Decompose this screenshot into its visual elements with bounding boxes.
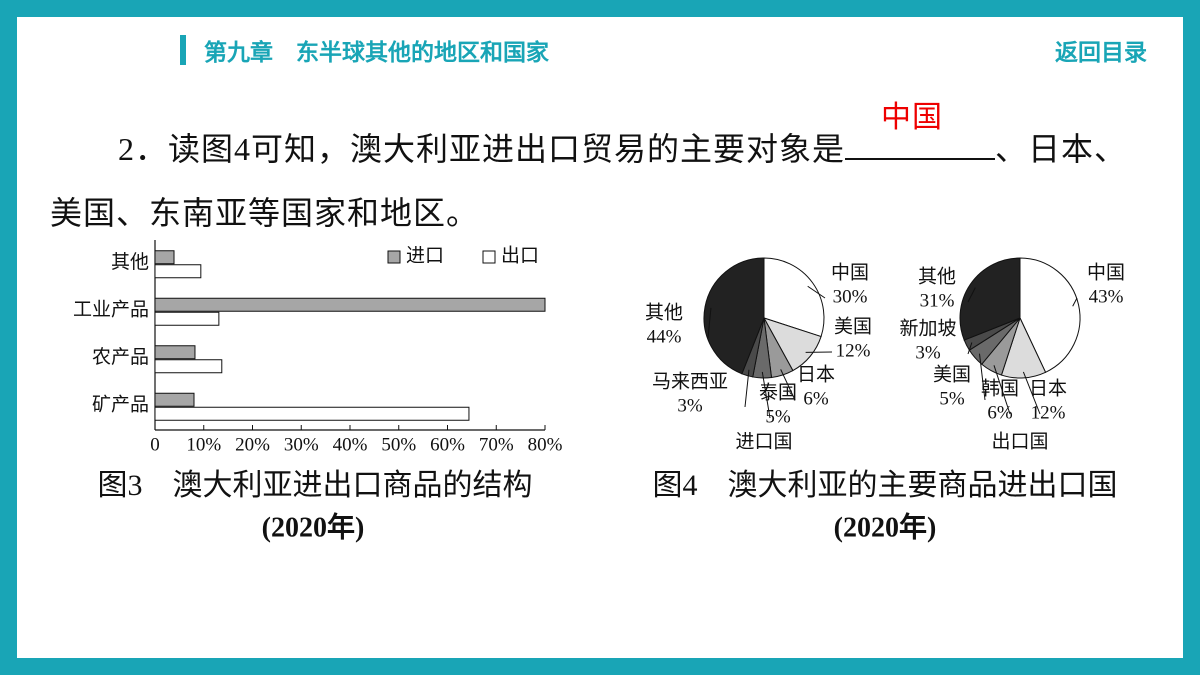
slice-label: 美国 bbox=[933, 363, 971, 385]
y-tick-label: 工业产品 bbox=[73, 299, 149, 321]
figure-title: 图3 澳大利亚进出口商品的结构 bbox=[98, 469, 533, 502]
bar bbox=[154, 264, 202, 279]
legend-swatch bbox=[387, 250, 401, 264]
x-tick-label: 20% bbox=[235, 434, 270, 455]
slice-label: 其他 bbox=[918, 265, 956, 287]
slice-value: 5% bbox=[765, 406, 791, 427]
figure-subtitle: (2020年) bbox=[262, 510, 365, 543]
y-tick-label: 其他 bbox=[111, 251, 149, 273]
leader-line bbox=[1072, 297, 1078, 307]
question-text: 2．读图4可知，澳大利亚进出口贸易的主要对象是 bbox=[118, 131, 846, 167]
slice-value: 12% bbox=[836, 340, 871, 361]
slice-label: 泰国 bbox=[759, 381, 797, 403]
slice-value: 5% bbox=[939, 388, 965, 409]
leader-line bbox=[807, 285, 826, 299]
leader-line bbox=[744, 369, 750, 408]
header-bar bbox=[180, 35, 186, 65]
slice-label: 日本 bbox=[797, 363, 835, 385]
figure-title: 图4 澳大利亚的主要商品进出口国 bbox=[653, 469, 1118, 502]
bar bbox=[154, 392, 195, 407]
question-text: 、日本、美国、东南亚等国家和地区。 bbox=[50, 131, 1128, 231]
bar bbox=[154, 406, 470, 421]
slice-value: 3% bbox=[677, 395, 703, 416]
slice-label: 日本 bbox=[1029, 377, 1067, 399]
legend-swatch bbox=[482, 250, 496, 264]
x-tick-label: 80% bbox=[528, 434, 563, 455]
x-tick-label: 40% bbox=[333, 434, 368, 455]
bar bbox=[154, 359, 223, 374]
chapter-title: 第九章 东半球其他的地区和国家 bbox=[204, 40, 549, 66]
pie-slice bbox=[763, 257, 825, 338]
x-tick-label: 70% bbox=[479, 434, 514, 455]
bar bbox=[154, 345, 196, 360]
slice-value: 3% bbox=[915, 342, 941, 363]
legend-label: 进口 bbox=[406, 244, 444, 266]
slide: 第九章 东半球其他的地区和国家 返回目录 2．读图4可知，澳大利亚进出口贸易的主… bbox=[17, 17, 1183, 658]
leader-line bbox=[967, 342, 973, 355]
slice-label: 美国 bbox=[834, 315, 872, 337]
bar bbox=[154, 297, 546, 312]
x-tick-label: 50% bbox=[381, 434, 416, 455]
legend-label: 出口 bbox=[501, 244, 539, 266]
y-tick-label: 矿产品 bbox=[92, 394, 149, 416]
y-tick-label: 农产品 bbox=[92, 346, 149, 368]
slice-label: 马来西亚 bbox=[652, 370, 728, 392]
question: 2．读图4可知，澳大利亚进出口贸易的主要对象是 中国 、日本、美国、东南亚等国家和地… bbox=[50, 100, 1155, 245]
slice-value: 12% bbox=[1031, 402, 1066, 423]
slice-value: 6% bbox=[987, 402, 1013, 423]
leader-line bbox=[707, 307, 712, 339]
pie-label: 出口国 bbox=[991, 430, 1048, 452]
figure-subtitle: (2020年) bbox=[834, 510, 937, 543]
slice-label: 中国 bbox=[831, 261, 869, 283]
leader-line bbox=[1022, 371, 1041, 415]
leader-line bbox=[761, 371, 771, 419]
slice-value: 31% bbox=[920, 290, 955, 311]
answer: 中国 bbox=[881, 100, 944, 135]
slice-value: 44% bbox=[647, 326, 682, 347]
slice-label: 新加坡 bbox=[899, 317, 956, 339]
leader-line bbox=[993, 365, 1011, 415]
answer-blank: 中国 bbox=[845, 100, 996, 160]
bar bbox=[154, 311, 220, 326]
bar bbox=[154, 250, 175, 265]
slice-label: 中国 bbox=[1087, 261, 1125, 283]
slice-label: 韩国 bbox=[981, 377, 1019, 399]
pie-label: 进口国 bbox=[735, 430, 792, 452]
back-link[interactable]: 返回目录 bbox=[1055, 40, 1147, 66]
slice-label: 其他 bbox=[645, 301, 683, 323]
pie-slice bbox=[1019, 257, 1081, 373]
x-tick-label: 30% bbox=[284, 434, 319, 455]
slice-value: 43% bbox=[1089, 286, 1124, 307]
leader-line bbox=[967, 287, 976, 303]
charts: 图3 澳大利亚进出口商品的结构 (2020年) 图4 澳大利亚的主要商品进出口国… bbox=[73, 240, 1125, 543]
x-tick-label: 60% bbox=[430, 434, 465, 455]
x-tick-label: 10% bbox=[186, 434, 221, 455]
leader-line bbox=[780, 369, 796, 401]
slice-value: 30% bbox=[833, 286, 868, 307]
pie-slice bbox=[703, 257, 765, 375]
slice-value: 6% bbox=[803, 388, 829, 409]
leader-line bbox=[978, 353, 986, 401]
x-tick-label: 0 bbox=[150, 434, 160, 455]
pie-slice bbox=[959, 257, 1021, 341]
